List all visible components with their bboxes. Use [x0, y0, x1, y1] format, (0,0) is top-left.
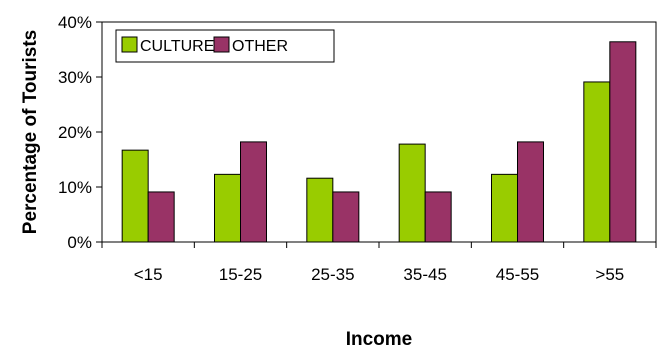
bar-other [332, 191, 360, 243]
x-axis-ticks: <15 15-25 25-35 35-45 45-55 >55 [101, 242, 657, 284]
x-tick-label: <15 [134, 265, 163, 284]
y-tick-label: 40% [58, 13, 92, 32]
legend-swatch-other [213, 36, 230, 53]
x-tick-label: >55 [595, 265, 624, 284]
y-axis-ticks: 0% 10% 20% 30% 40% [58, 13, 102, 252]
y-tick-label: 30% [58, 68, 92, 87]
y-axis-title: Percentage of Tourists [20, 30, 41, 234]
bar-culture [306, 177, 334, 243]
x-tick-label: 25-35 [311, 265, 354, 284]
legend-label-other: OTHER [232, 38, 288, 55]
y-tick-label: 10% [58, 178, 92, 197]
bar-other [424, 191, 452, 243]
bar-culture [491, 173, 518, 243]
legend: CULTURE OTHER [115, 29, 335, 63]
legend-label-culture: CULTURE [140, 38, 214, 55]
y-tick-label: 20% [58, 123, 92, 142]
bar-other [147, 191, 175, 243]
bar-culture [583, 81, 611, 243]
bar-other [609, 41, 637, 243]
x-tick-label: 35-45 [403, 265, 446, 284]
y-tick-label: 0% [67, 233, 92, 252]
legend-swatch-culture [121, 36, 138, 53]
bars [121, 41, 637, 243]
bar-culture [121, 149, 149, 243]
x-tick-label: 45-55 [496, 265, 539, 284]
x-tick-label: 15-25 [219, 265, 262, 284]
bar-culture [398, 143, 426, 243]
bar-other [240, 141, 267, 243]
bar-culture [214, 173, 241, 243]
x-axis-title: Income [346, 329, 413, 349]
bar-other [517, 141, 544, 243]
